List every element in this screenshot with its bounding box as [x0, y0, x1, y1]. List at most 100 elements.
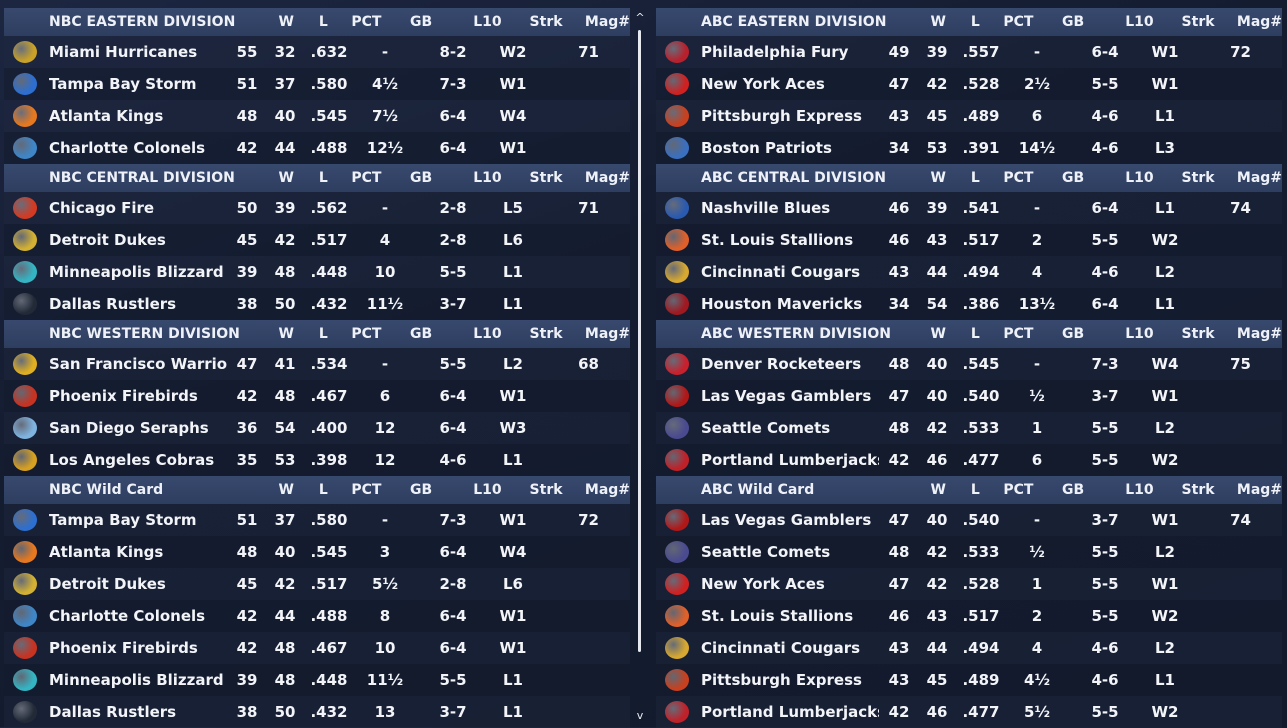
column-header-l[interactable]: L: [970, 14, 980, 30]
team-name[interactable]: Portland Lumberjacks: [701, 451, 879, 469]
column-header-w[interactable]: W: [930, 170, 946, 186]
team-name[interactable]: Atlanta Kings: [49, 543, 164, 561]
team-name[interactable]: San Diego Seraphs: [49, 419, 209, 437]
team-row[interactable]: Chicago Fire 50 39 .562 - 2-8 L5 71: [4, 192, 630, 224]
column-header-l10[interactable]: L10: [1125, 170, 1154, 186]
column-header-gb[interactable]: GB: [1061, 326, 1085, 342]
column-header-strk[interactable]: Strk: [1181, 326, 1215, 342]
team-row[interactable]: Miami Hurricanes 55 32 .632 - 8-2 W2 71: [4, 36, 630, 68]
team-name[interactable]: Houston Mavericks: [701, 295, 863, 313]
team-row[interactable]: Cincinnati Cougars 43 44 .494 4 4-6 L2: [656, 632, 1282, 664]
team-name[interactable]: Phoenix Firebirds: [49, 387, 198, 405]
team-name[interactable]: Dallas Rustlers: [49, 703, 177, 721]
column-header-strk[interactable]: Strk: [1181, 170, 1215, 186]
scroll-up-icon[interactable]: ^: [635, 11, 645, 24]
column-header-l[interactable]: L: [318, 482, 328, 498]
team-row[interactable]: Los Angeles Cobras 35 53 .398 12 4-6 L1: [4, 444, 630, 476]
team-name[interactable]: Tampa Bay Storm: [49, 511, 197, 529]
team-name[interactable]: Detroit Dukes: [49, 575, 166, 593]
team-row[interactable]: Tampa Bay Storm 51 37 .580 4½ 7-3 W1: [4, 68, 630, 100]
team-name[interactable]: Philadelphia Fury: [701, 43, 849, 61]
column-header-pct[interactable]: PCT: [1003, 482, 1034, 498]
team-row[interactable]: Dallas Rustlers 38 50 .432 11½ 3-7 L1: [4, 288, 630, 320]
team-name[interactable]: Los Angeles Cobras: [49, 451, 215, 469]
team-row[interactable]: Seattle Comets 48 42 .533 ½ 5-5 L2: [656, 536, 1282, 568]
column-header-l10[interactable]: L10: [473, 14, 502, 30]
column-header-l[interactable]: L: [318, 14, 328, 30]
standings-scrollbar[interactable]: ^ v: [632, 8, 648, 722]
team-name[interactable]: Atlanta Kings: [49, 107, 164, 125]
column-header-l10[interactable]: L10: [473, 326, 502, 342]
team-name[interactable]: Las Vegas Gamblers: [701, 387, 872, 405]
team-row[interactable]: Cincinnati Cougars 43 44 .494 4 4-6 L2: [656, 256, 1282, 288]
column-header-w[interactable]: W: [278, 482, 294, 498]
team-name[interactable]: Cincinnati Cougars: [701, 639, 861, 657]
team-name[interactable]: Chicago Fire: [49, 199, 155, 217]
team-name[interactable]: Las Vegas Gamblers: [701, 511, 872, 529]
column-header-w[interactable]: W: [278, 14, 294, 30]
column-header-l[interactable]: L: [318, 170, 328, 186]
team-row[interactable]: Atlanta Kings 48 40 .545 7½ 6-4 W4: [4, 100, 630, 132]
column-header-w[interactable]: W: [930, 482, 946, 498]
team-row[interactable]: Philadelphia Fury 49 39 .557 - 6-4 W1 72: [656, 36, 1282, 68]
column-header-gb[interactable]: GB: [409, 326, 433, 342]
team-row[interactable]: Nashville Blues 46 39 .541 - 6-4 L1 74: [656, 192, 1282, 224]
team-name[interactable]: Detroit Dukes: [49, 231, 166, 249]
team-name[interactable]: St. Louis Stallions: [701, 231, 854, 249]
team-name[interactable]: Charlotte Colonels: [49, 607, 206, 625]
team-name[interactable]: Denver Rocketeers: [701, 355, 862, 373]
column-header-w[interactable]: W: [930, 326, 946, 342]
team-name[interactable]: Miami Hurricanes: [49, 43, 198, 61]
column-header-l10[interactable]: L10: [1125, 482, 1154, 498]
team-row[interactable]: Boston Patriots 34 53 .391 14½ 4-6 L3: [656, 132, 1282, 164]
team-name[interactable]: Minneapolis Blizzard: [49, 671, 224, 689]
team-name[interactable]: Portland Lumberjacks: [701, 703, 879, 721]
team-name[interactable]: St. Louis Stallions: [701, 607, 854, 625]
column-header-gb[interactable]: GB: [1061, 14, 1085, 30]
column-header-pct[interactable]: PCT: [1003, 14, 1034, 30]
column-header-l[interactable]: L: [970, 170, 980, 186]
team-row[interactable]: Tampa Bay Storm 51 37 .580 - 7-3 W1 72: [4, 504, 630, 536]
column-header-l[interactable]: L: [318, 326, 328, 342]
team-row[interactable]: Atlanta Kings 48 40 .545 3 6-4 W4: [4, 536, 630, 568]
column-header-pct[interactable]: PCT: [1003, 170, 1034, 186]
column-header-gb[interactable]: GB: [409, 14, 433, 30]
team-row[interactable]: Seattle Comets 48 42 .533 1 5-5 L2: [656, 412, 1282, 444]
team-row[interactable]: Dallas Rustlers 38 50 .432 13 3-7 L1: [4, 696, 630, 728]
column-header-strk[interactable]: Strk: [529, 14, 563, 30]
team-row[interactable]: Las Vegas Gamblers 47 40 .540 ½ 3-7 W1: [656, 380, 1282, 412]
team-row[interactable]: New York Aces 47 42 .528 1 5-5 W1: [656, 568, 1282, 600]
column-header-mag[interactable]: Mag#: [1236, 14, 1283, 30]
team-name[interactable]: Minneapolis Blizzard: [49, 263, 224, 281]
team-row[interactable]: Houston Mavericks 34 54 .386 13½ 6-4 L1: [656, 288, 1282, 320]
column-header-strk[interactable]: Strk: [1181, 482, 1215, 498]
team-name[interactable]: Cincinnati Cougars: [701, 263, 861, 281]
scroll-down-icon[interactable]: v: [636, 709, 644, 722]
team-name[interactable]: Phoenix Firebirds: [49, 639, 198, 657]
column-header-pct[interactable]: PCT: [1003, 326, 1034, 342]
team-row[interactable]: Denver Rocketeers 48 40 .545 - 7-3 W4 75: [656, 348, 1282, 380]
team-row[interactable]: New York Aces 47 42 .528 2½ 5-5 W1: [656, 68, 1282, 100]
team-name[interactable]: Seattle Comets: [701, 543, 831, 561]
column-header-mag[interactable]: Mag#: [1236, 482, 1283, 498]
team-row[interactable]: Minneapolis Blizzard 39 48 .448 11½ 5-5 L1: [4, 664, 630, 696]
team-row[interactable]: Charlotte Colonels 42 44 .488 8 6-4 W1: [4, 600, 630, 632]
team-row[interactable]: St. Louis Stallions 46 43 .517 2 5-5 W2: [656, 224, 1282, 256]
column-header-strk[interactable]: Strk: [529, 170, 563, 186]
column-header-mag[interactable]: Mag#: [1236, 326, 1283, 342]
column-header-strk[interactable]: Strk: [1181, 14, 1215, 30]
team-name[interactable]: Pittsburgh Express: [701, 671, 862, 689]
column-header-mag[interactable]: Mag#: [1236, 170, 1283, 186]
team-name[interactable]: Tampa Bay Storm: [49, 75, 197, 93]
column-header-mag[interactable]: Mag#: [584, 482, 631, 498]
column-header-l10[interactable]: L10: [473, 170, 502, 186]
column-header-w[interactable]: W: [930, 14, 946, 30]
column-header-l10[interactable]: L10: [473, 482, 502, 498]
scroll-thumb[interactable]: [638, 30, 641, 652]
column-header-gb[interactable]: GB: [1061, 482, 1085, 498]
team-row[interactable]: Phoenix Firebirds 42 48 .467 10 6-4 W1: [4, 632, 630, 664]
column-header-l10[interactable]: L10: [1125, 326, 1154, 342]
team-row[interactable]: Detroit Dukes 45 42 .517 4 2-8 L6: [4, 224, 630, 256]
column-header-w[interactable]: W: [278, 326, 294, 342]
team-row[interactable]: Portland Lumberjacks 42 46 .477 5½ 5-5 W2: [656, 696, 1282, 728]
